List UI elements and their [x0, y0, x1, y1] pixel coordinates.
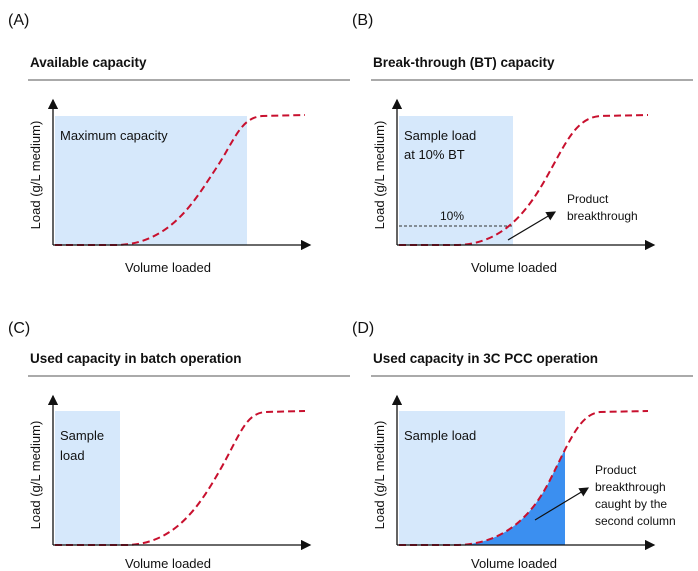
- annotation-arrow: [507, 211, 557, 241]
- y-axis-label: Load (g/L medium): [372, 421, 387, 530]
- panel-title: Break-through (BT) capacity: [373, 55, 555, 70]
- annotation: breakthrough: [567, 209, 638, 223]
- capacity-region: [55, 411, 120, 545]
- annotation: Product: [595, 463, 637, 477]
- panel-c: (C) Used capacity in batch operation Sam…: [8, 320, 350, 571]
- annotation-arrow: [534, 487, 590, 521]
- y-axis-label: Load (g/L medium): [28, 421, 43, 530]
- region-label: load: [60, 448, 85, 463]
- second-column-region: [455, 449, 565, 545]
- panel-title: Available capacity: [30, 55, 147, 70]
- region-label: Sample: [60, 428, 104, 443]
- region-label: Sample load: [404, 428, 476, 443]
- panel-title: Used capacity in batch operation: [30, 351, 242, 366]
- annotation: breakthrough: [595, 480, 666, 494]
- annotation: Product: [567, 192, 609, 206]
- breakthrough-curve: [55, 114, 306, 246]
- annotation: second column: [595, 514, 676, 528]
- panel-label: (C): [8, 320, 30, 337]
- breakthrough-curve: [399, 410, 649, 546]
- region-label: Sample load: [404, 128, 476, 143]
- annotation: caught by the: [595, 497, 667, 511]
- panel-title: Used capacity in 3C PCC operation: [373, 351, 598, 366]
- region-label: Maximum capacity: [60, 128, 168, 143]
- x-axis-label: Volume loaded: [471, 260, 557, 275]
- panel-b: (B) Break-through (BT) capacity Sample l…: [352, 12, 693, 275]
- panel-label: (D): [352, 320, 374, 337]
- x-axis-label: Volume loaded: [125, 260, 211, 275]
- threshold-label: 10%: [440, 209, 464, 223]
- capacity-region: [55, 116, 247, 245]
- breakthrough-curve: [399, 114, 649, 246]
- panel-label: (A): [8, 12, 29, 29]
- y-axis-label: Load (g/L medium): [28, 121, 43, 230]
- capacity-region: [399, 116, 513, 245]
- panel-a: (A) Available capacity Maximum capacity …: [8, 12, 350, 275]
- x-axis-label: Volume loaded: [471, 556, 557, 571]
- breakthrough-curve: [55, 410, 306, 546]
- y-axis-label: Load (g/L medium): [372, 121, 387, 230]
- region-label: at 10% BT: [404, 147, 465, 162]
- panel-label: (B): [352, 12, 373, 29]
- panel-d: (D) Used capacity in 3C PCC operation Sa…: [352, 320, 693, 571]
- x-axis-label: Volume loaded: [125, 556, 211, 571]
